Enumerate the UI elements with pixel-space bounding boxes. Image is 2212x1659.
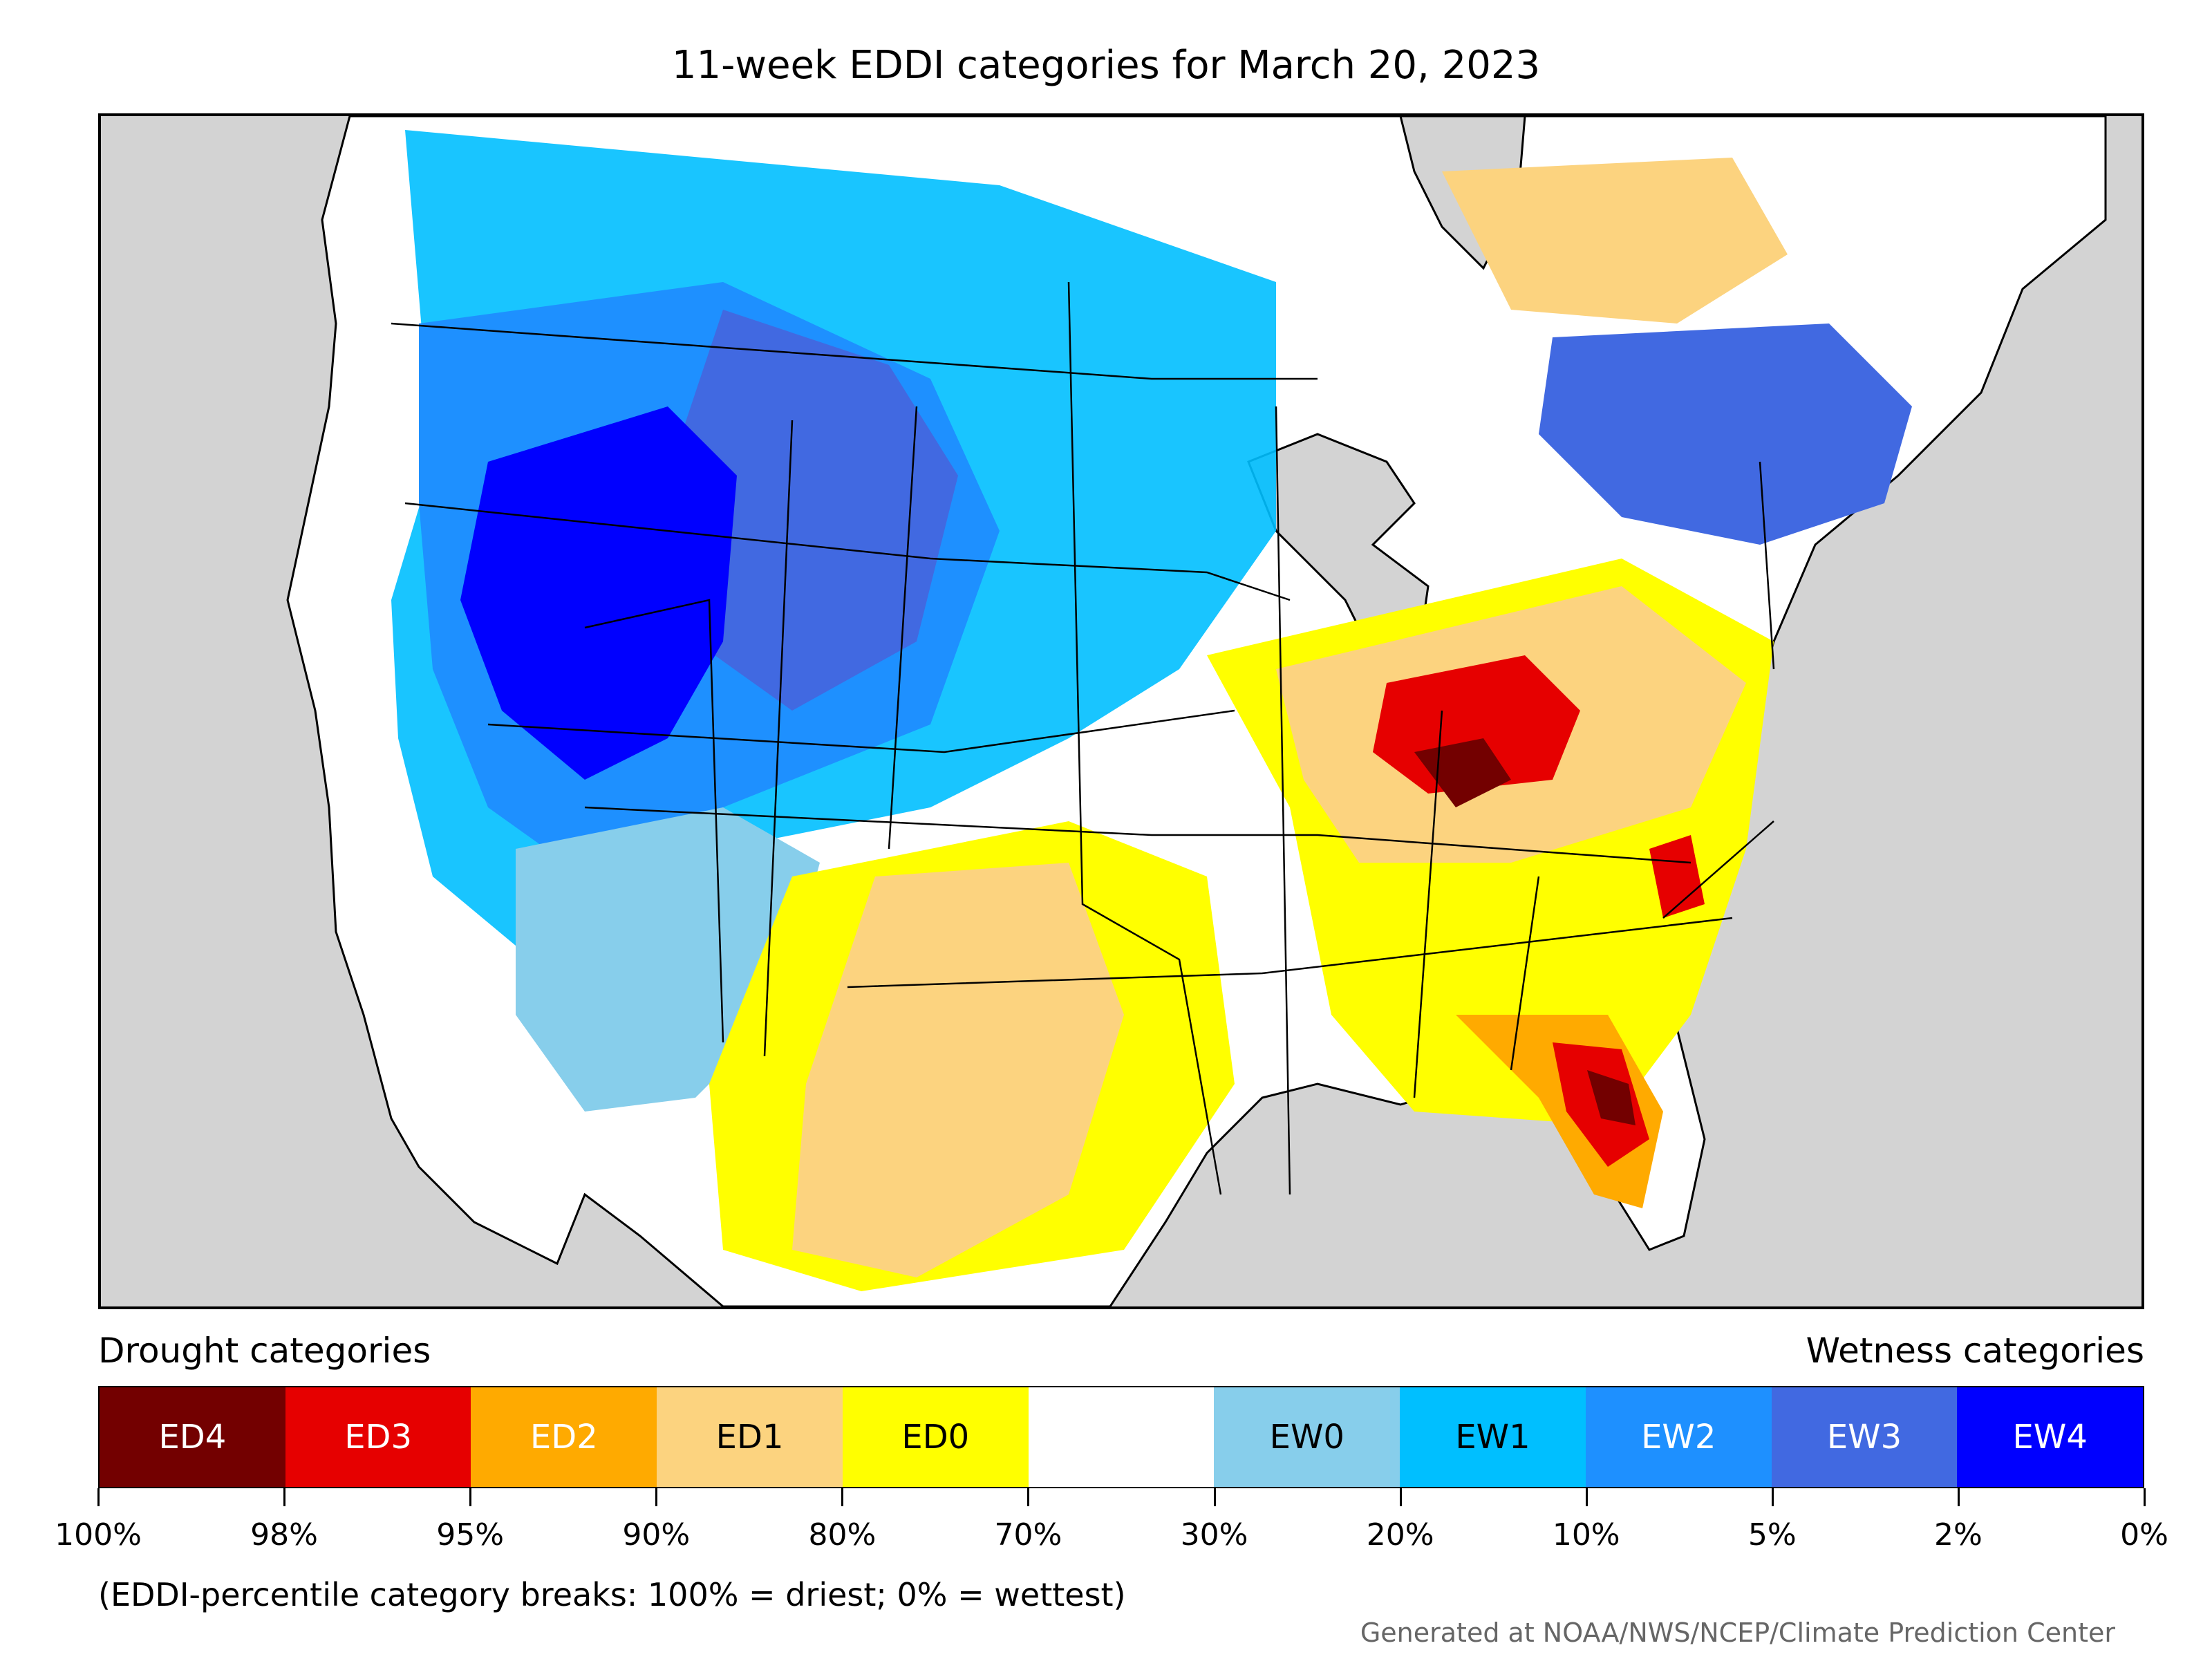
colorbar-tick-label: 98% [250,1517,318,1553]
colorbar-tick-label: 2% [1934,1517,1983,1553]
colorbar-cell-ew4: EW4 [1957,1387,2144,1487]
colorbar-tick-label: 80% [808,1517,877,1553]
colorbar-cell-ed1: ED1 [657,1387,843,1487]
colorbar-tick-label: 70% [994,1517,1062,1553]
colorbar-cell-ed4: ED4 [100,1387,285,1487]
colorbar-tick-label: 0% [2120,1517,2168,1553]
category-colorbar: ED4 ED3 ED2 ED1 ED0 EW0 EW1 EW2 EW3 EW4 [98,1386,2144,1488]
colorbar-tick [97,1488,100,1506]
colorbar-cell-ew1: EW1 [1400,1387,1586,1487]
colorbar-tick-label: 20% [1366,1517,1434,1553]
boundary-lines [391,281,1775,1195]
colorbar-cell-ew0: EW0 [1214,1387,1400,1487]
colorbar-tick-label: 100% [55,1517,142,1553]
colorbar-ticks [97,1488,2146,1509]
colorbar-tick [283,1488,286,1506]
colorbar-tick [1585,1488,1588,1506]
colorbar-tick [1399,1488,1402,1506]
map-title: 11-week EDDI categories for March 20, 20… [671,43,1541,88]
colorbar-tick-label: 10% [1552,1517,1620,1553]
colorbar-cell-ew2: EW2 [1585,1387,1772,1487]
map-panel [98,113,2144,1309]
drought-categories-heading: Drought categories [98,1331,431,1371]
colorbar-tick [1957,1488,1960,1506]
wetness-categories-heading: Wetness categories [1806,1331,2144,1371]
category-break-note: (EDDI-percentile category breaks: 100% =… [98,1576,1126,1613]
region-ed1-quebec [1442,158,1788,324]
map-canvas [101,116,2141,1306]
colorbar-tick [2144,1488,2146,1506]
colorbar-cell-ed3: ED3 [285,1387,471,1487]
colorbar-cell-ed2: ED2 [471,1387,657,1487]
colorbar-tick [655,1488,658,1506]
colorbar-tick [1771,1488,1774,1506]
colorbar-tick-label: 95% [436,1517,505,1553]
colorbar-tick [469,1488,472,1506]
region-ed4-florida [1587,1070,1635,1125]
colorbar-tick [1213,1488,1216,1506]
colorbar-cell-ew3: EW3 [1771,1387,1958,1487]
region-ed3-north-carolina [1649,835,1705,918]
colorbar-tick-label: 90% [622,1517,691,1553]
credit-line: Generated at NOAA/NWS/NCEP/Climate Predi… [1360,1618,2115,1648]
colorbar-tick-label: 30% [1180,1517,1248,1553]
colorbar-cell-normal [1028,1387,1215,1487]
colorbar-tick-label: 5% [1747,1517,1797,1553]
region-ew4-great-basin [460,406,737,780]
colorbar-tick [841,1488,844,1506]
region-ew3-rockies [668,310,958,711]
colorbar-cell-ed0: ED0 [842,1387,1029,1487]
region-ew3-quebec [1539,324,1912,545]
region-ed1-texas [792,863,1124,1277]
colorbar-tick [1027,1488,1030,1506]
